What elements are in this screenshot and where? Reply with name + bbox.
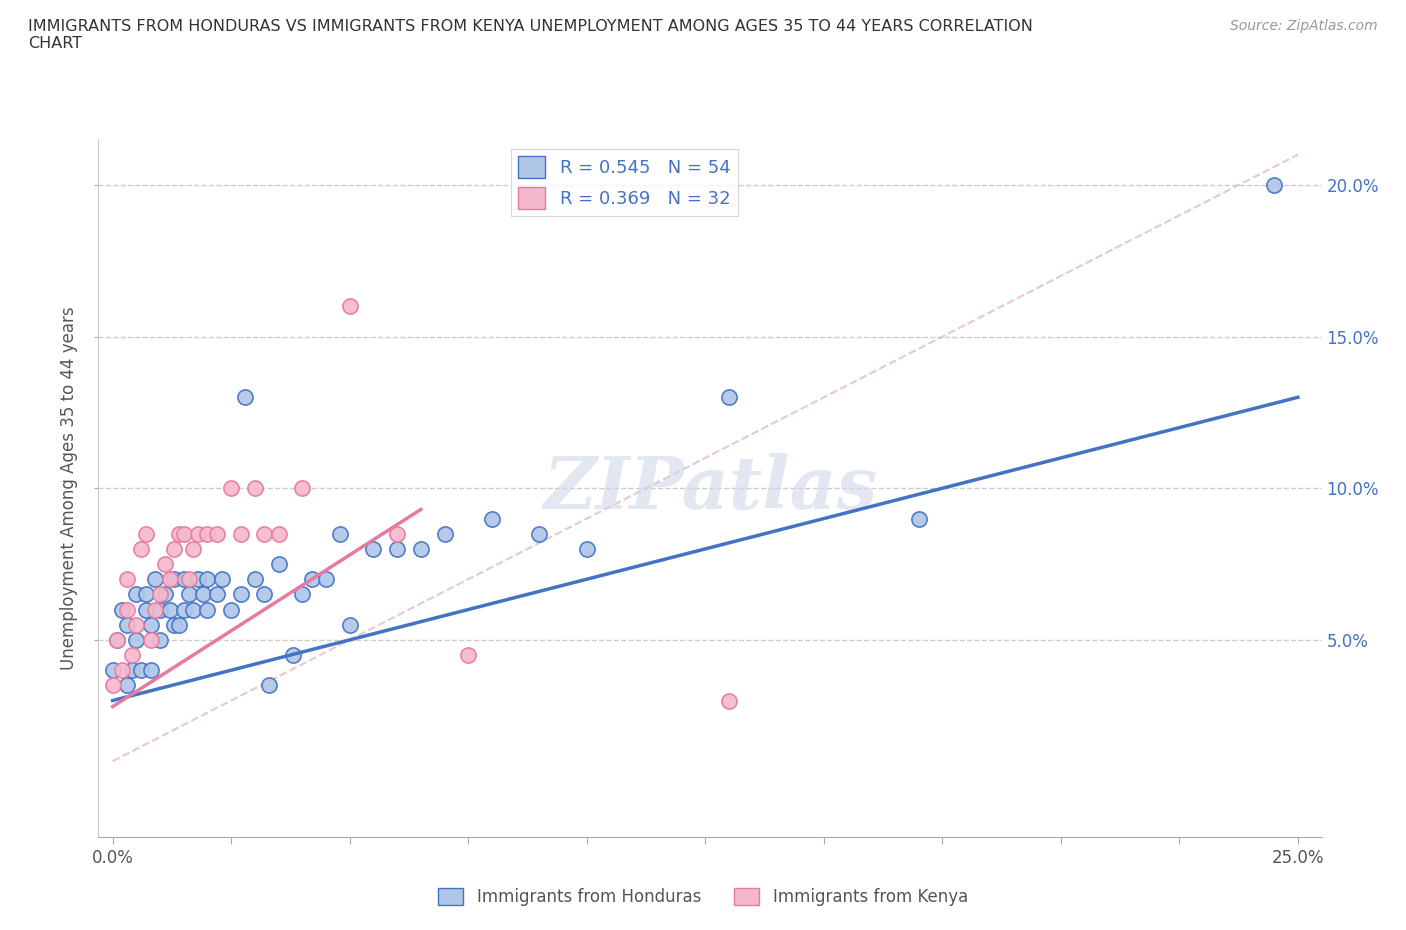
Point xyxy=(301,572,323,587)
Point xyxy=(243,481,266,496)
Point xyxy=(149,632,172,647)
Y-axis label: Unemployment Among Ages 35 to 44 years: Unemployment Among Ages 35 to 44 years xyxy=(60,307,79,670)
Point xyxy=(291,481,314,496)
Point xyxy=(105,632,128,647)
Point xyxy=(235,390,257,405)
Point xyxy=(143,572,166,587)
Point xyxy=(219,602,242,617)
Point xyxy=(363,541,385,556)
Point xyxy=(205,526,228,541)
Point xyxy=(187,572,209,587)
Point xyxy=(149,587,172,602)
Point xyxy=(115,602,138,617)
Point xyxy=(115,678,138,693)
Point xyxy=(159,602,181,617)
Point xyxy=(121,647,143,662)
Point xyxy=(111,602,134,617)
Legend: R = 0.545   N = 54, R = 0.369   N = 32: R = 0.545 N = 54, R = 0.369 N = 32 xyxy=(510,149,738,216)
Legend: Immigrants from Honduras, Immigrants from Kenya: Immigrants from Honduras, Immigrants fro… xyxy=(432,881,974,912)
Point xyxy=(101,663,124,678)
Point xyxy=(385,526,408,541)
Point xyxy=(125,618,148,632)
Point xyxy=(197,572,219,587)
Text: Source: ZipAtlas.com: Source: ZipAtlas.com xyxy=(1230,19,1378,33)
Point xyxy=(153,557,176,572)
Point xyxy=(457,647,479,662)
Point xyxy=(197,602,219,617)
Point xyxy=(281,647,304,662)
Point xyxy=(159,572,181,587)
Point xyxy=(267,557,290,572)
Point xyxy=(253,526,276,541)
Point xyxy=(315,572,337,587)
Point xyxy=(139,663,162,678)
Point xyxy=(717,693,740,708)
Point xyxy=(153,587,176,602)
Point xyxy=(409,541,432,556)
Point xyxy=(385,541,408,556)
Point xyxy=(219,481,242,496)
Point xyxy=(135,526,157,541)
Point xyxy=(267,526,290,541)
Point xyxy=(191,587,214,602)
Point xyxy=(187,526,209,541)
Point xyxy=(163,618,186,632)
Point xyxy=(181,602,204,617)
Point xyxy=(177,587,200,602)
Point xyxy=(135,602,157,617)
Point xyxy=(139,618,162,632)
Point xyxy=(129,663,152,678)
Point xyxy=(149,602,172,617)
Point xyxy=(135,587,157,602)
Point xyxy=(125,632,148,647)
Point xyxy=(529,526,551,541)
Point xyxy=(433,526,456,541)
Point xyxy=(167,618,190,632)
Point xyxy=(575,541,598,556)
Point xyxy=(291,587,314,602)
Point xyxy=(139,632,162,647)
Point xyxy=(115,618,138,632)
Point xyxy=(253,587,276,602)
Point xyxy=(163,541,186,556)
Point xyxy=(243,572,266,587)
Point xyxy=(177,572,200,587)
Point xyxy=(173,526,195,541)
Point xyxy=(229,526,252,541)
Point xyxy=(111,663,134,678)
Point xyxy=(101,678,124,693)
Point xyxy=(481,512,503,526)
Text: ZIPatlas: ZIPatlas xyxy=(543,453,877,524)
Text: IMMIGRANTS FROM HONDURAS VS IMMIGRANTS FROM KENYA UNEMPLOYMENT AMONG AGES 35 TO : IMMIGRANTS FROM HONDURAS VS IMMIGRANTS F… xyxy=(28,19,1033,51)
Point xyxy=(105,632,128,647)
Point xyxy=(181,541,204,556)
Point xyxy=(143,602,166,617)
Point xyxy=(205,587,228,602)
Point xyxy=(173,602,195,617)
Point xyxy=(229,587,252,602)
Point xyxy=(197,526,219,541)
Point xyxy=(257,678,280,693)
Point xyxy=(329,526,352,541)
Point xyxy=(339,618,361,632)
Point xyxy=(163,572,186,587)
Point xyxy=(1263,178,1285,193)
Point xyxy=(125,587,148,602)
Point xyxy=(211,572,233,587)
Point xyxy=(129,541,152,556)
Point xyxy=(121,663,143,678)
Point xyxy=(339,299,361,313)
Point xyxy=(907,512,929,526)
Point xyxy=(717,390,740,405)
Point xyxy=(167,526,190,541)
Point xyxy=(173,572,195,587)
Point xyxy=(115,572,138,587)
